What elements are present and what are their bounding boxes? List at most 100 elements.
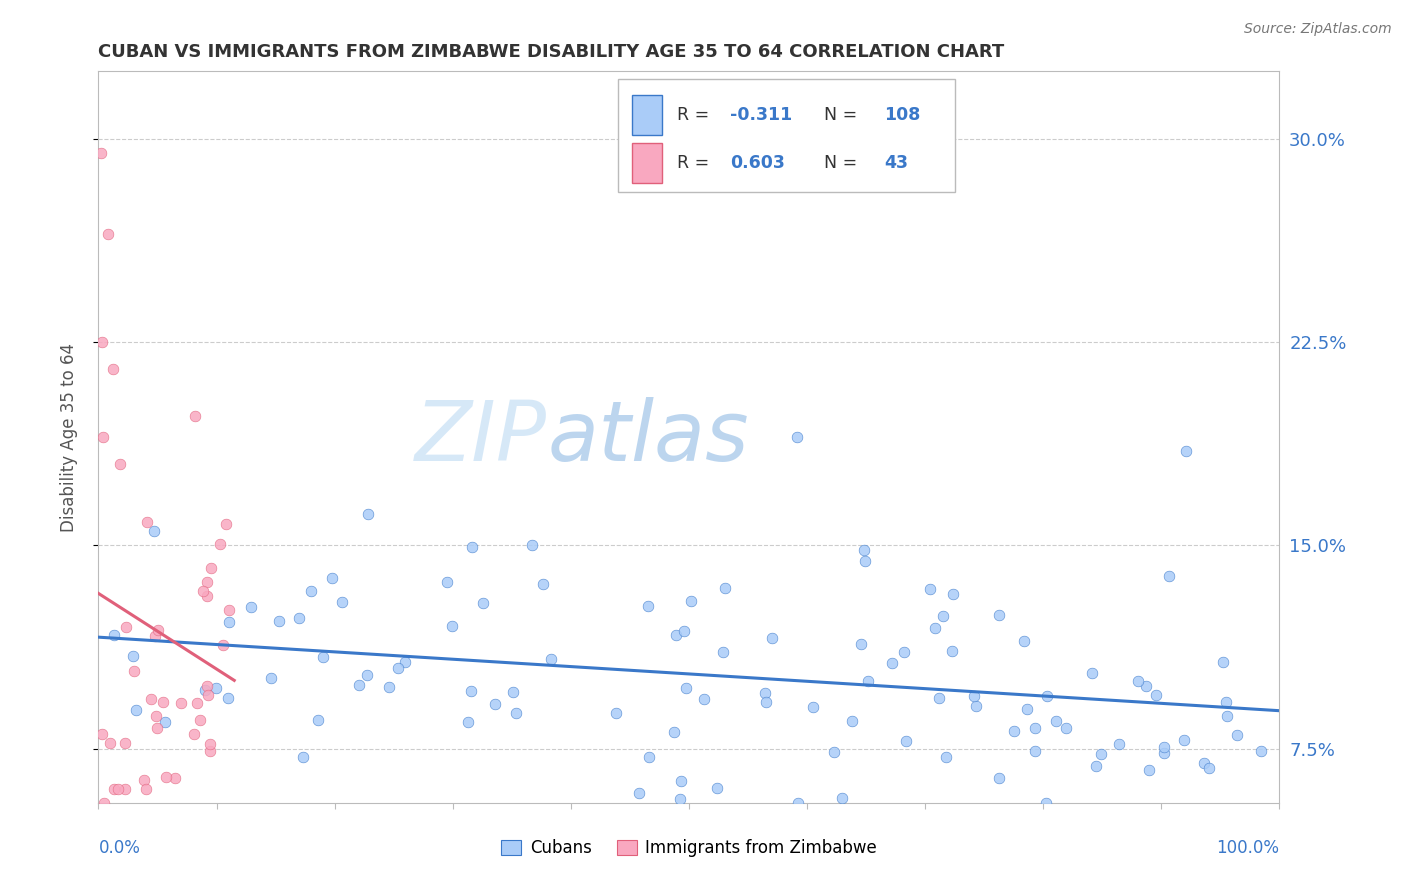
Point — [218, 615, 240, 629]
Point — [1250, 744, 1272, 758]
Point — [195, 679, 218, 693]
Point — [91, 727, 114, 741]
Point — [378, 681, 401, 695]
Point — [1144, 689, 1167, 703]
Point — [170, 697, 193, 711]
Point — [1153, 739, 1175, 754]
Point — [851, 636, 873, 650]
Point — [1174, 443, 1197, 458]
Point — [801, 700, 824, 714]
Point — [321, 571, 343, 585]
Point — [114, 782, 136, 797]
Point — [853, 554, 876, 568]
Text: 0.0%: 0.0% — [98, 839, 141, 857]
Point — [831, 791, 853, 805]
Point — [987, 772, 1010, 786]
Point — [1198, 761, 1220, 775]
Point — [1108, 737, 1130, 751]
Text: 108: 108 — [884, 106, 920, 124]
Point — [90, 145, 112, 160]
Point — [1212, 656, 1234, 670]
Point — [1090, 747, 1112, 761]
Point — [935, 749, 957, 764]
Point — [143, 524, 166, 538]
Point — [484, 697, 506, 711]
Point — [987, 607, 1010, 622]
Point — [1002, 724, 1025, 739]
Point — [200, 561, 222, 575]
Point — [662, 725, 685, 739]
Point — [91, 335, 114, 350]
Point — [761, 632, 783, 646]
Point — [259, 671, 281, 685]
Point — [1084, 758, 1107, 772]
FancyBboxPatch shape — [619, 78, 955, 192]
Point — [1036, 689, 1059, 703]
Point — [143, 629, 166, 643]
Point — [218, 603, 240, 617]
Point — [165, 771, 187, 785]
Point — [1192, 756, 1215, 771]
Point — [665, 628, 688, 642]
Point — [155, 770, 177, 784]
Point — [1215, 695, 1237, 709]
Point — [711, 645, 734, 659]
Point — [1225, 728, 1247, 742]
Text: Source: ZipAtlas.com: Source: ZipAtlas.com — [1244, 22, 1392, 37]
Point — [786, 430, 808, 444]
Point — [152, 695, 174, 709]
Point — [472, 596, 495, 610]
Point — [195, 575, 218, 590]
Point — [679, 593, 702, 607]
Point — [896, 734, 918, 748]
Point — [932, 609, 955, 624]
Point — [1135, 679, 1157, 693]
Point — [347, 678, 370, 692]
Point — [754, 686, 776, 700]
Point — [214, 516, 236, 531]
Legend: Cubans, Immigrants from Zimbabwe: Cubans, Immigrants from Zimbabwe — [495, 832, 883, 864]
Point — [1080, 665, 1102, 680]
Point — [394, 656, 416, 670]
Point — [706, 781, 728, 796]
Point — [637, 599, 659, 613]
Point — [107, 782, 129, 797]
Point — [200, 737, 222, 751]
Point — [146, 721, 169, 735]
Point — [856, 674, 879, 689]
Point — [387, 661, 409, 675]
Point — [461, 540, 484, 554]
Point — [188, 713, 211, 727]
Point — [942, 587, 965, 601]
Point — [918, 582, 941, 596]
Point — [135, 515, 157, 529]
Point — [145, 709, 167, 723]
Point — [183, 727, 205, 741]
Point — [208, 537, 231, 551]
Point — [212, 638, 235, 652]
Point — [356, 668, 378, 682]
Point — [239, 600, 262, 615]
Point — [924, 621, 946, 635]
Point — [146, 623, 169, 637]
Point — [669, 773, 692, 788]
Point — [195, 589, 218, 603]
Point — [693, 692, 716, 706]
Point — [124, 703, 146, 717]
Point — [669, 792, 692, 806]
Point — [114, 736, 136, 750]
Point — [1157, 569, 1180, 583]
Point — [186, 696, 208, 710]
Point — [103, 782, 125, 797]
Point — [531, 577, 554, 591]
Point — [823, 745, 845, 759]
Text: 43: 43 — [884, 153, 908, 172]
Point — [1024, 744, 1046, 758]
Text: atlas: atlas — [547, 397, 749, 477]
Point — [115, 619, 138, 633]
Point — [198, 744, 221, 758]
Bar — [633, 143, 662, 183]
Point — [301, 584, 323, 599]
Point — [540, 651, 562, 665]
Point — [1153, 746, 1175, 760]
